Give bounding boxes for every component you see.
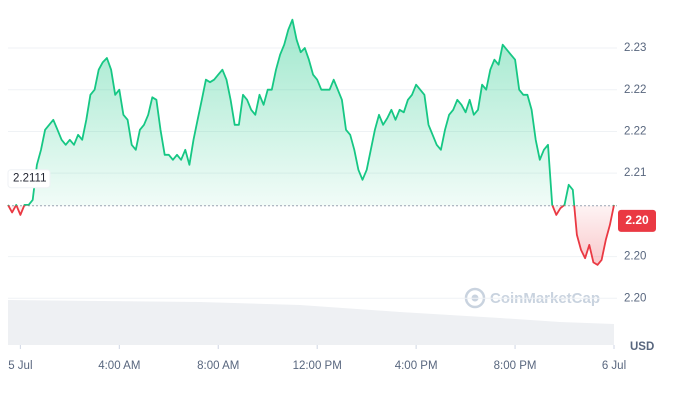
y-tick-label: 2.22 [624, 125, 646, 137]
x-tick-label: 12:00 PM [293, 360, 342, 372]
x-tick-label: 4:00 PM [395, 360, 438, 372]
price-line [7, 18, 615, 266]
y-tick-label: 2.20 [624, 292, 646, 304]
x-tick-label: 8:00 PM [494, 360, 537, 372]
currency-label: USD [630, 341, 654, 353]
y-tick-label: 2.21 [624, 167, 646, 179]
area-fill [8, 19, 614, 265]
price-tag: 2.20 [625, 213, 649, 227]
y-tick-label: 2.23 [624, 42, 646, 54]
y-tick-label: 2.22 [624, 84, 646, 96]
price-tag-bg [618, 209, 656, 232]
baseline-label-bg [7, 169, 51, 189]
x-tick-label: 5 Jul [8, 360, 32, 372]
y-tick-label: 2.20 [624, 251, 646, 263]
x-tick-label: 8:00 AM [197, 360, 239, 372]
x-tick-label: 6 Jul [602, 360, 626, 372]
x-tick-label: 4:00 AM [98, 360, 140, 372]
volume-area [8, 300, 614, 345]
baseline-label: 2.2111 [13, 173, 46, 185]
